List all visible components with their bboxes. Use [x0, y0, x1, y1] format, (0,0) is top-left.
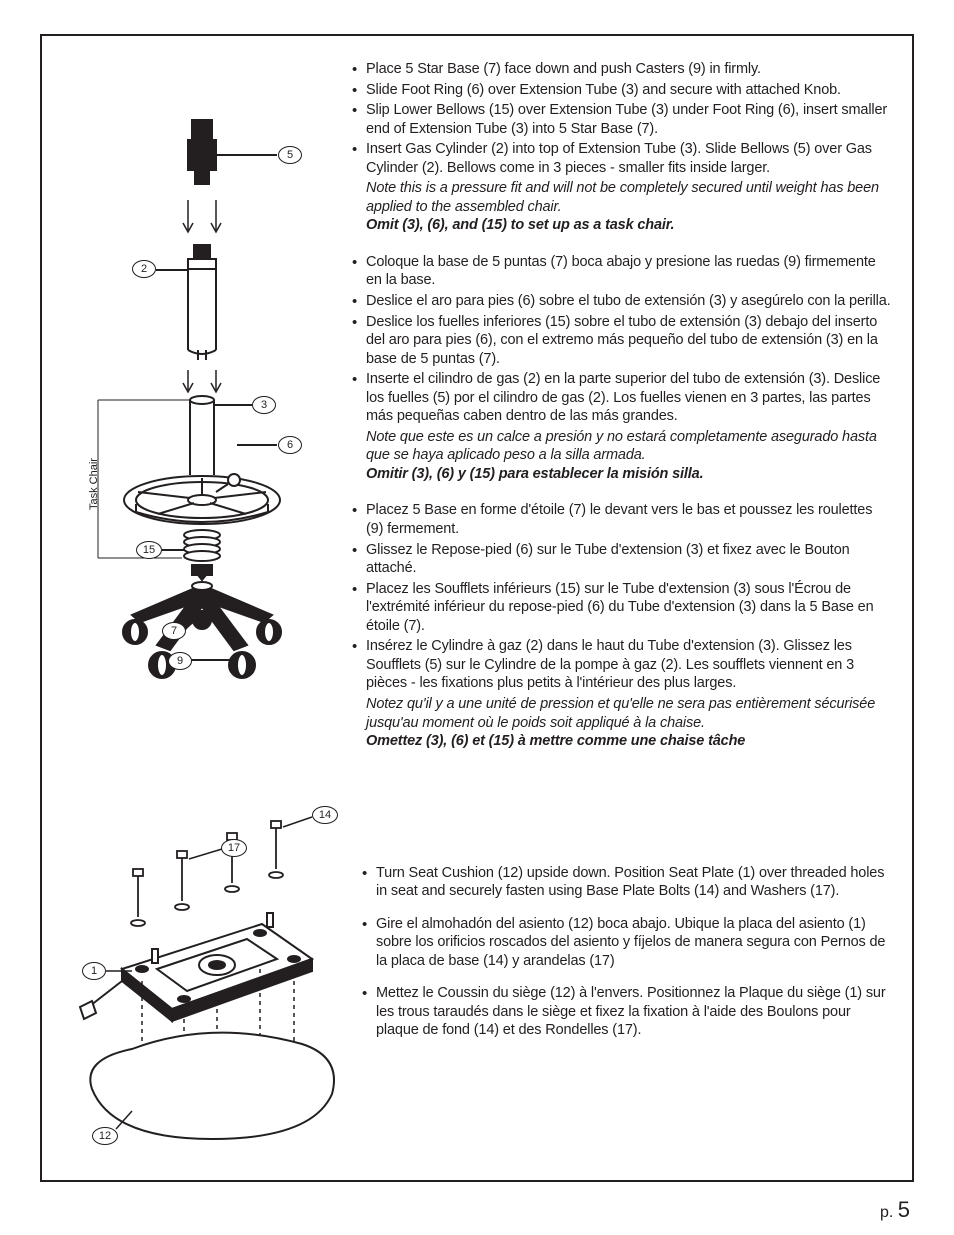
page-number: p. 5: [880, 1197, 910, 1223]
page-number-value: 5: [898, 1197, 910, 1222]
task-chair-label: Task Chair: [88, 458, 100, 510]
list-item: Deslice el aro para pies (6) sobre el tu…: [352, 292, 892, 311]
instructions-1-en: Place 5 Star Base (7) face down and push…: [352, 60, 892, 235]
list-item: Placez 5 Base en forme d'étoile (7) le d…: [352, 501, 892, 538]
callout-9: 9: [168, 652, 192, 670]
section-1: 5 2 3 6 15 7 9 Task Chair Place 5 Star B…: [62, 60, 892, 769]
instructions-1: Place 5 Star Base (7) face down and push…: [352, 60, 892, 769]
instructions-2: Turn Seat Cushion (12) upside down. Posi…: [362, 809, 892, 1169]
callout-7: 7: [162, 622, 186, 640]
callout-14: 14: [312, 806, 338, 824]
omit-en: Omit (3), (6), and (15) to set up as a t…: [352, 216, 892, 235]
content-area: 5 2 3 6 15 7 9 Task Chair Place 5 Star B…: [62, 60, 892, 1160]
callout-1: 1: [82, 962, 106, 980]
note-fr: Notez qu'il y a une unité de pression et…: [352, 695, 892, 732]
callout-3: 3: [252, 396, 276, 414]
list-item: Placez les Soufflets inférieurs (15) sur…: [352, 580, 892, 636]
callout-15: 15: [136, 541, 162, 559]
list-item: Insérez le Cylindre à gaz (2) dans le ha…: [352, 637, 892, 693]
note-en: Note this is a pressure fit and will not…: [352, 179, 892, 216]
list-item: Coloque la base de 5 puntas (7) boca aba…: [352, 253, 892, 290]
callout-17: 17: [221, 839, 247, 857]
list-item: Slide Foot Ring (6) over Extension Tube …: [352, 81, 892, 100]
note-es: Note que este es un calce a presión y no…: [352, 428, 892, 465]
instructions-1-es: Coloque la base de 5 puntas (7) boca aba…: [352, 253, 892, 484]
list-item: Gire el almohadón del asiento (12) boca …: [362, 915, 892, 971]
callout-2: 2: [132, 260, 156, 278]
list-item: Place 5 Star Base (7) face down and push…: [352, 60, 892, 79]
page-border: 5 2 3 6 15 7 9 Task Chair Place 5 Star B…: [40, 34, 914, 1182]
instructions-1-fr: Placez 5 Base en forme d'étoile (7) le d…: [352, 501, 892, 750]
list-item: Turn Seat Cushion (12) upside down. Posi…: [362, 864, 892, 901]
seat-plate-diagram: [62, 809, 362, 1169]
diagram-2-column: 14 17 1 12: [62, 809, 362, 1169]
callout-6: 6: [278, 436, 302, 454]
callout-5: 5: [278, 146, 302, 164]
list-item: Inserte el cilindro de gas (2) en la par…: [352, 370, 892, 426]
list-item: Deslice los fuelles inferiores (15) sobr…: [352, 313, 892, 369]
list-item: Mettez le Coussin du siège (12) à l'enve…: [362, 984, 892, 1040]
section-2: 14 17 1 12 Turn Seat Cushion (12) upside…: [62, 809, 892, 1169]
list-item: Slip Lower Bellows (15) over Extension T…: [352, 101, 892, 138]
callout-12: 12: [92, 1127, 118, 1145]
page-prefix: p.: [880, 1204, 893, 1221]
list-item: Glissez le Repose-pied (6) sur le Tube d…: [352, 541, 892, 578]
list-item: Insert Gas Cylinder (2) into top of Exte…: [352, 140, 892, 177]
omit-es: Omitir (3), (6) y (15) para establecer l…: [352, 465, 892, 484]
omit-fr: Omettez (3), (6) et (15) à mettre comme …: [352, 732, 892, 751]
diagram-1-column: 5 2 3 6 15 7 9 Task Chair: [62, 60, 352, 769]
